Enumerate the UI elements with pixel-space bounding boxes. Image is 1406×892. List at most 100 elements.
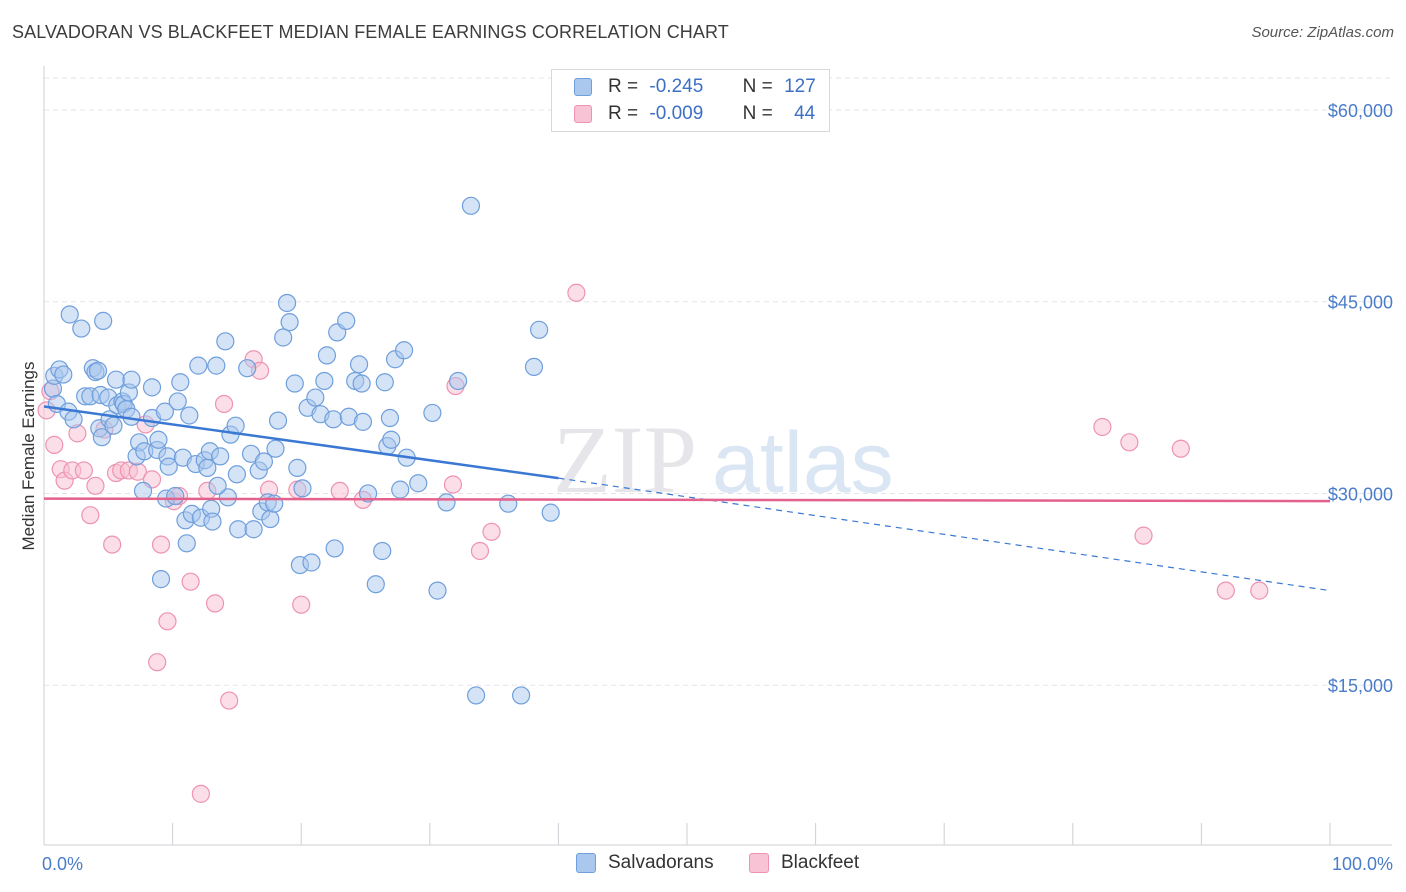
x-tick-labels: 0.0% 100.0% (42, 854, 1393, 874)
x-tick-label-min: 0.0% (42, 854, 83, 874)
salvadoran-point (306, 388, 325, 407)
salvadoran-point (227, 465, 246, 484)
salvadoran-point (149, 430, 168, 449)
salvadoran-point (88, 361, 108, 380)
salvadoran-point (353, 412, 373, 431)
salvadoran-point (512, 686, 531, 705)
legend-text: R = -0.009 N = 44 (608, 103, 815, 125)
salvadoran-point (266, 439, 285, 458)
salvadoran-point (337, 311, 356, 330)
salvadoran-point (238, 359, 257, 378)
chart-title: SALVADORAN VS BLACKFEET MEDIAN FEMALE EA… (12, 22, 729, 42)
salvadoran-point (382, 430, 401, 449)
blackfeet-point (86, 476, 105, 495)
salvadoran-trend-extension (558, 477, 1331, 592)
blackfeet-point (45, 435, 64, 454)
salvadoran-point (171, 373, 190, 392)
trend-lines (43, 405, 1331, 592)
salvadoran-point (106, 370, 126, 389)
watermark: ZIP atlas (553, 406, 894, 513)
blackfeet-point (205, 594, 225, 613)
salvadoran-point (268, 411, 288, 430)
blackfeet-point (330, 481, 349, 501)
salvadoran-point (261, 509, 280, 529)
blackfeet-point (1134, 526, 1153, 545)
salvadoran-point (207, 356, 226, 375)
salvadoran-point (317, 346, 337, 365)
x-tick-label-max: 100.0% (1332, 854, 1393, 874)
legend-swatch-blackfeet (574, 105, 592, 123)
blackfeet-point (1093, 417, 1112, 437)
blackfeet-point (81, 506, 100, 525)
blackfeet-point (181, 572, 200, 591)
salvadoran-point (280, 313, 299, 332)
legend-n-label: N = (742, 76, 773, 97)
salvadoran-point (151, 570, 171, 589)
salvadoran-point (530, 320, 549, 339)
salvadoran-point (358, 484, 378, 503)
blackfeet-trend-line (43, 497, 1331, 503)
salvadoran-point (375, 373, 394, 392)
salvadoran-point (288, 458, 307, 477)
salvadoran-point (180, 406, 199, 425)
blackfeet-point (1171, 439, 1190, 458)
salvadoran-point (302, 553, 321, 572)
blackfeet-point (151, 535, 171, 554)
salvadoran-point (373, 541, 392, 561)
salvadoran-point (203, 512, 222, 531)
salvadoran-point (218, 488, 237, 507)
salvadoran-point (274, 328, 293, 347)
blackfeet-point (148, 653, 167, 672)
salvadoran-point (324, 410, 343, 429)
salvadoran-points (43, 196, 560, 705)
salvadoran-point (168, 392, 187, 411)
blackfeet-point (482, 522, 501, 541)
salvadoran-point (394, 341, 414, 360)
salvadoran-point (254, 452, 274, 471)
salvadoran-point (409, 474, 428, 493)
salvadoran-point (325, 539, 344, 558)
blackfeet-point (1250, 581, 1269, 600)
y-tick-label: $60,000 (1328, 101, 1393, 121)
salvadoran-trend-line (43, 405, 559, 480)
blackfeet-point (220, 691, 239, 710)
salvadoran-point (423, 403, 442, 423)
salvadoran-point (352, 374, 371, 393)
bottom-legend-label: Blackfeet (781, 852, 860, 873)
salvadoran-point (142, 378, 162, 397)
salvadoran-point (54, 365, 73, 384)
blackfeet-point (74, 461, 93, 480)
salvadoran-point (211, 447, 230, 466)
salvadoran-point (461, 196, 481, 215)
salvadoran-point (122, 370, 141, 389)
correlation-legend: R = -0.245 N = 127 R = -0.009 N = 44 (551, 69, 830, 132)
salvadoran-point (229, 520, 248, 539)
salvadoran-point (155, 402, 174, 421)
blackfeet-points (37, 283, 1269, 803)
salvadoran-point (315, 371, 334, 391)
salvadoran-point (177, 534, 196, 553)
grid-lines (44, 77, 1392, 686)
salvadoran-point (104, 416, 123, 435)
blackfeet-point (103, 535, 122, 554)
watermark-zip: ZIP (553, 406, 697, 513)
watermark-atlas: atlas (712, 415, 894, 511)
salvadoran-point (285, 374, 304, 393)
salvadoran-point (428, 581, 447, 600)
salvadoran-point (391, 480, 410, 499)
legend-swatch-salvadorans (574, 78, 592, 96)
salvadoran-point (380, 408, 400, 428)
blackfeet-point (292, 595, 311, 614)
legend-r-label: R = (608, 76, 639, 97)
blackfeet-point (214, 394, 234, 414)
blackfeet-point (1216, 581, 1235, 600)
bottom-legend-swatch-blackfeet (749, 853, 769, 873)
blackfeet-point (191, 784, 210, 803)
blackfeet-point (158, 612, 177, 631)
legend-n-value: 44 (794, 103, 816, 124)
blackfeet-point (567, 283, 586, 302)
salvadoran-point (94, 311, 113, 330)
salvadoran-point (216, 332, 235, 351)
blackfeet-point (470, 541, 490, 561)
